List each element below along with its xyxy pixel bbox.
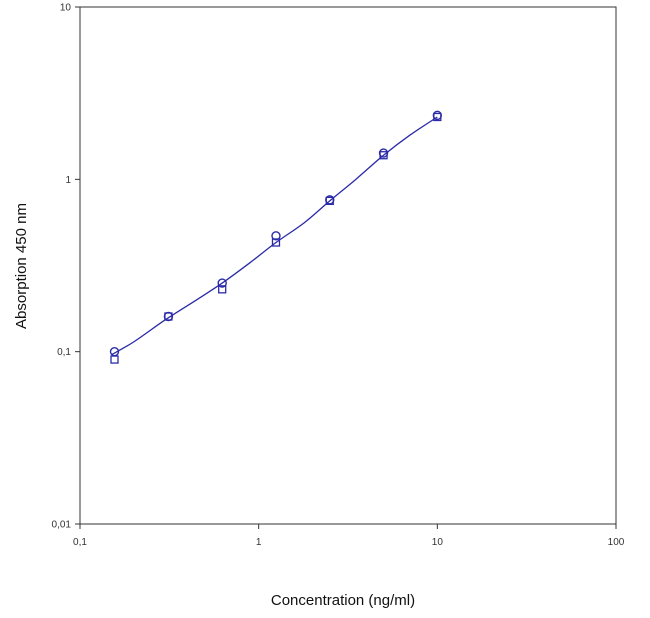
- square-marker: [271, 238, 281, 247]
- y-axis-title: Absorption 450 nm: [13, 203, 30, 329]
- square-marker: [110, 355, 119, 364]
- x-tick-label: 1: [256, 537, 262, 548]
- square-marker: [433, 112, 442, 122]
- square-marker: [379, 151, 388, 160]
- y-tick-label: 10: [60, 3, 72, 14]
- circle-marker: [432, 110, 443, 121]
- square-marker: [325, 196, 334, 206]
- fitted-curve: [111, 116, 438, 356]
- x-axis-title: Concentration (ng/ml): [271, 592, 415, 609]
- x-tick-label: 100: [608, 537, 625, 548]
- plot-frame: [79, 6, 617, 525]
- y-tick-label: 0,1: [57, 347, 71, 358]
- y-tick-label: 0,01: [52, 520, 72, 531]
- square-marker: [164, 312, 173, 321]
- y-axis-ticks: 0,01 0,1 1 10: [52, 3, 80, 531]
- x-tick-label: 10: [432, 537, 444, 548]
- y-tick-label: 1: [65, 175, 71, 186]
- x-axis-ticks: 0,1 1 10 100: [73, 524, 625, 548]
- circle-marker: [271, 231, 281, 241]
- circle-marker: [217, 278, 227, 288]
- data-points: [109, 110, 443, 364]
- x-tick-label: 0,1: [73, 537, 87, 548]
- square-marker: [218, 285, 227, 294]
